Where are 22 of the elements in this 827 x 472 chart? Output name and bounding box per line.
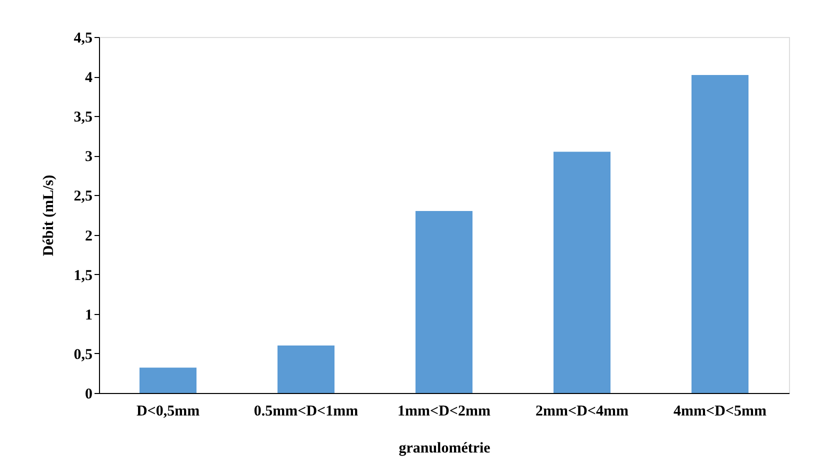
x-tick-label: 1mm<D<2mm	[398, 404, 491, 420]
y-tick-label: 1	[85, 307, 92, 324]
x-tick-label: 4mm<D<5mm	[674, 404, 767, 420]
bar	[692, 74, 748, 393]
x-axis-title: granulométrie	[398, 440, 491, 456]
x-tick-label: D<0,5mm	[136, 404, 200, 420]
y-tick-label: 0,5	[74, 346, 92, 363]
y-tick-label: 3,5	[74, 110, 92, 126]
x-tick-label: 0.5mm<D<1mm	[254, 404, 359, 420]
bar	[140, 368, 196, 393]
y-tick-label: 2,5	[74, 188, 92, 205]
x-tick-label: 2mm<D<4mm	[536, 404, 629, 420]
y-tick-label: 0	[85, 386, 92, 402]
y-tick-label: 2	[85, 228, 92, 244]
bar	[416, 211, 472, 393]
y-tick-label: 4	[85, 70, 93, 86]
bar	[554, 152, 610, 393]
y-tick-label: 1,5	[74, 268, 92, 284]
y-axis-title: Débit (mL/s)	[40, 174, 57, 256]
bar	[278, 346, 334, 393]
y-tick-label: 3	[85, 149, 92, 166]
y-tick-label: 4,5	[74, 30, 92, 46]
